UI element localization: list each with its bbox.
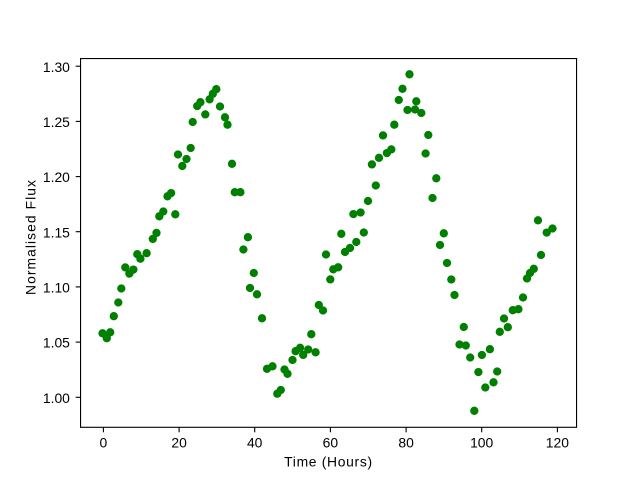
svg-text:Time (Hours): Time (Hours) <box>284 453 373 469</box>
svg-text:120: 120 <box>546 435 569 451</box>
svg-text:1.10: 1.10 <box>43 279 70 295</box>
svg-text:1.15: 1.15 <box>43 224 70 240</box>
svg-text:40: 40 <box>247 435 263 451</box>
svg-text:20: 20 <box>171 435 187 451</box>
svg-text:1.05: 1.05 <box>43 335 70 351</box>
svg-text:1.20: 1.20 <box>43 169 70 185</box>
svg-text:0: 0 <box>100 435 108 451</box>
svg-text:60: 60 <box>323 435 339 451</box>
svg-text:1.25: 1.25 <box>43 114 70 130</box>
svg-text:Normalised Flux: Normalised Flux <box>22 179 38 295</box>
svg-text:1.00: 1.00 <box>43 390 70 406</box>
svg-text:100: 100 <box>470 435 493 451</box>
svg-text:80: 80 <box>398 435 414 451</box>
svg-text:1.30: 1.30 <box>43 59 70 75</box>
